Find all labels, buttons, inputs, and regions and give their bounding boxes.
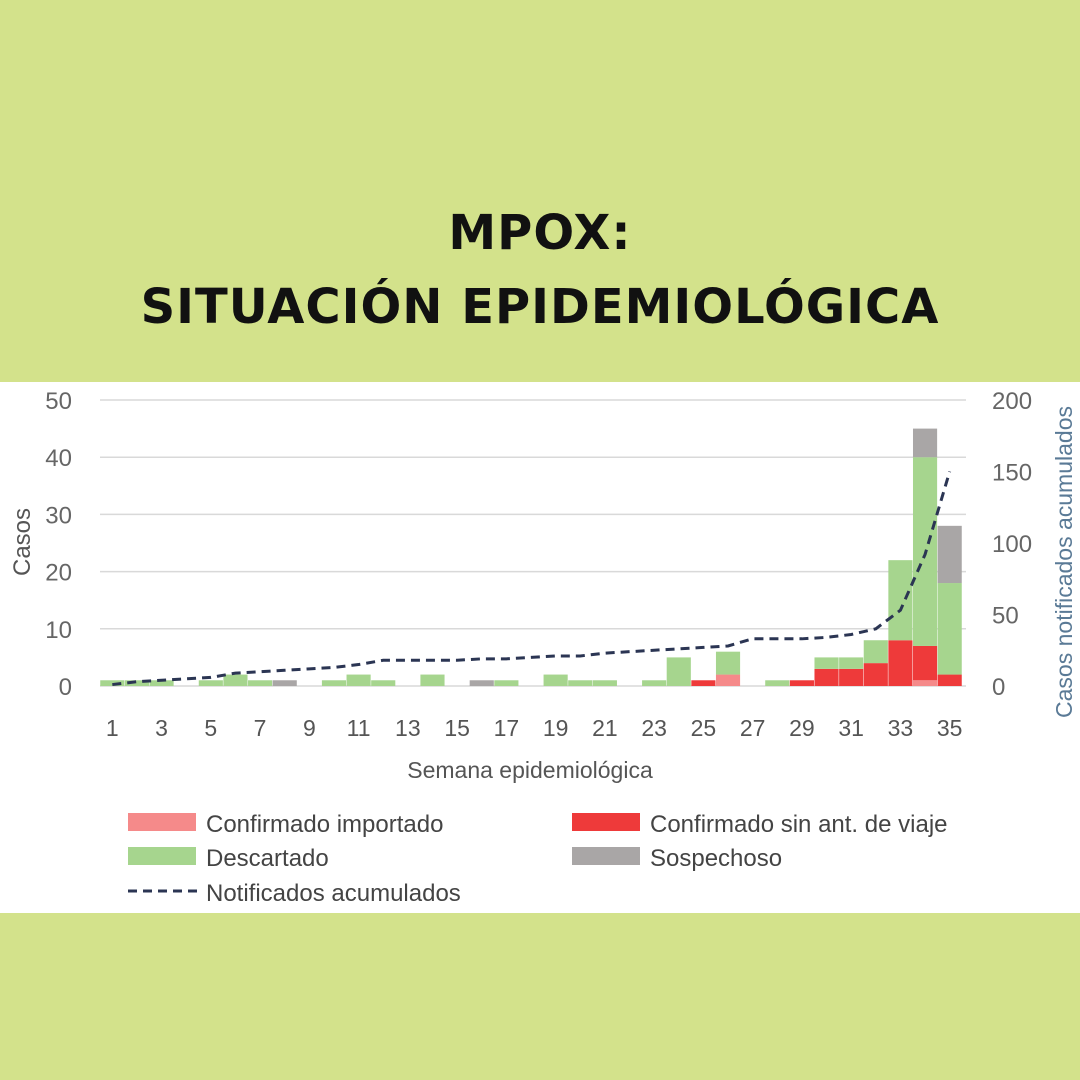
x-tick-label: 21 bbox=[592, 715, 618, 741]
bar-segment bbox=[272, 680, 297, 686]
bar-segment bbox=[149, 680, 174, 686]
x-tick-label: 3 bbox=[155, 715, 168, 741]
cumulative-line bbox=[112, 471, 952, 687]
bar-segment bbox=[863, 640, 888, 664]
x-tick-label: 23 bbox=[641, 715, 667, 741]
y-tick-label: 30 bbox=[45, 502, 72, 529]
title-line-1: MPOX: bbox=[448, 205, 632, 261]
bar-segment bbox=[888, 560, 913, 641]
x-tick-label: 19 bbox=[543, 715, 569, 741]
bar-segment bbox=[248, 680, 273, 686]
bar-segment bbox=[223, 674, 248, 686]
x-tick-label: 35 bbox=[937, 715, 963, 741]
y-tick-label: 20 bbox=[45, 560, 72, 587]
y-axis-label: Casos bbox=[9, 508, 36, 576]
bar-segment bbox=[198, 680, 223, 686]
legend-label: Descartado bbox=[206, 845, 329, 872]
legend-item: Sospechoso bbox=[572, 845, 782, 872]
bar-segment bbox=[715, 674, 741, 686]
legend-label: Confirmado sin ant. de viaje bbox=[650, 811, 948, 838]
x-tick-label: 17 bbox=[494, 715, 520, 741]
x-tick-label: 15 bbox=[444, 715, 470, 741]
x-tick-label: 31 bbox=[838, 715, 864, 741]
bar-segment bbox=[642, 680, 667, 686]
y2-tick-label: 150 bbox=[992, 460, 1032, 487]
legend-item: Notificados acumulados bbox=[128, 880, 461, 907]
bar-segment bbox=[912, 428, 938, 458]
legend-item: Confirmado importado bbox=[128, 811, 443, 838]
x-tick-label: 5 bbox=[204, 715, 217, 741]
legend-label: Sospechoso bbox=[650, 845, 782, 872]
legend-item: Confirmado sin ant. de viaje bbox=[572, 811, 948, 838]
legend-label: Confirmado importado bbox=[206, 811, 443, 838]
y2-tick-label: 0 bbox=[992, 674, 1005, 701]
legend-label: Notificados acumulados bbox=[206, 880, 461, 907]
bars bbox=[100, 428, 962, 686]
legend-swatch bbox=[572, 813, 640, 831]
x-tick-label: 29 bbox=[789, 715, 815, 741]
bar-segment bbox=[765, 680, 790, 686]
left-axis: 0 10 20 30 40 50 bbox=[45, 388, 72, 701]
bar-segment bbox=[839, 668, 864, 686]
y2-tick-label: 200 bbox=[992, 388, 1032, 415]
bar-segment bbox=[789, 680, 814, 686]
y-tick-label: 0 bbox=[59, 674, 72, 701]
bar-segment bbox=[371, 680, 396, 686]
x-tick-label: 7 bbox=[254, 715, 267, 741]
legend-swatch bbox=[128, 847, 196, 865]
bar-segment bbox=[420, 674, 445, 686]
bar-segment bbox=[124, 680, 150, 686]
bar-segment bbox=[568, 680, 593, 686]
x-tick-label: 1 bbox=[106, 715, 119, 741]
y-tick-label: 10 bbox=[45, 617, 72, 644]
bar-segment bbox=[814, 668, 839, 686]
y2-axis-label: Casos notificados acumulados bbox=[1051, 406, 1077, 718]
bar-segment bbox=[863, 663, 888, 686]
x-tick-label: 11 bbox=[347, 715, 371, 741]
bar-segment bbox=[592, 680, 617, 686]
bar-segment bbox=[494, 680, 519, 686]
bar-segment bbox=[937, 525, 962, 584]
legend-item: Descartado bbox=[128, 845, 329, 872]
x-axis-label: Semana epidemiológica bbox=[407, 757, 653, 783]
title-line-2: SITUACIÓN EPIDEMIOLÓGICA bbox=[140, 279, 940, 335]
x-tick-label: 9 bbox=[303, 715, 316, 741]
bar-segment bbox=[814, 657, 839, 669]
bar-segment bbox=[937, 674, 962, 686]
bar-segment bbox=[888, 640, 913, 686]
legend-swatch bbox=[572, 847, 640, 865]
bar-segment bbox=[912, 645, 938, 681]
bar-segment bbox=[469, 680, 494, 686]
x-axis: 1 3 5 7 9 11 13 15 17 19 21 23 25 27 29 31 33 35 bbox=[106, 715, 963, 741]
page-title: MPOX: SITUACIÓN EPIDEMIOLÓGICA bbox=[0, 196, 1080, 344]
x-tick-label: 25 bbox=[691, 715, 717, 741]
right-axis: 0 50 100 150 200 bbox=[992, 388, 1032, 701]
bar-segment bbox=[912, 680, 938, 686]
bar-segment bbox=[691, 680, 716, 686]
x-tick-label: 27 bbox=[740, 715, 766, 741]
bar-segment bbox=[321, 680, 347, 686]
x-tick-label: 33 bbox=[888, 715, 914, 741]
y2-tick-label: 100 bbox=[992, 531, 1032, 558]
bar-segment bbox=[346, 674, 371, 686]
chart-panel: 0 10 20 30 40 50 0 50 100 150 200 1 3 5 7 9 11 13 15 17 19… bbox=[0, 382, 1080, 913]
legend: Confirmado importado Confirmado sin ant. … bbox=[128, 811, 948, 907]
bar-segment bbox=[937, 583, 962, 675]
bar-segment bbox=[666, 657, 691, 686]
gridlines bbox=[100, 399, 966, 687]
bar-segment bbox=[543, 674, 568, 686]
bar-segment bbox=[715, 651, 741, 675]
cumulative-line-path bbox=[112, 471, 952, 687]
x-tick-label: 13 bbox=[395, 715, 421, 741]
bar-segment bbox=[839, 657, 864, 669]
y2-tick-label: 50 bbox=[992, 603, 1019, 630]
y-tick-label: 40 bbox=[45, 445, 72, 472]
y-tick-label: 50 bbox=[45, 388, 72, 415]
legend-swatch bbox=[128, 813, 196, 831]
